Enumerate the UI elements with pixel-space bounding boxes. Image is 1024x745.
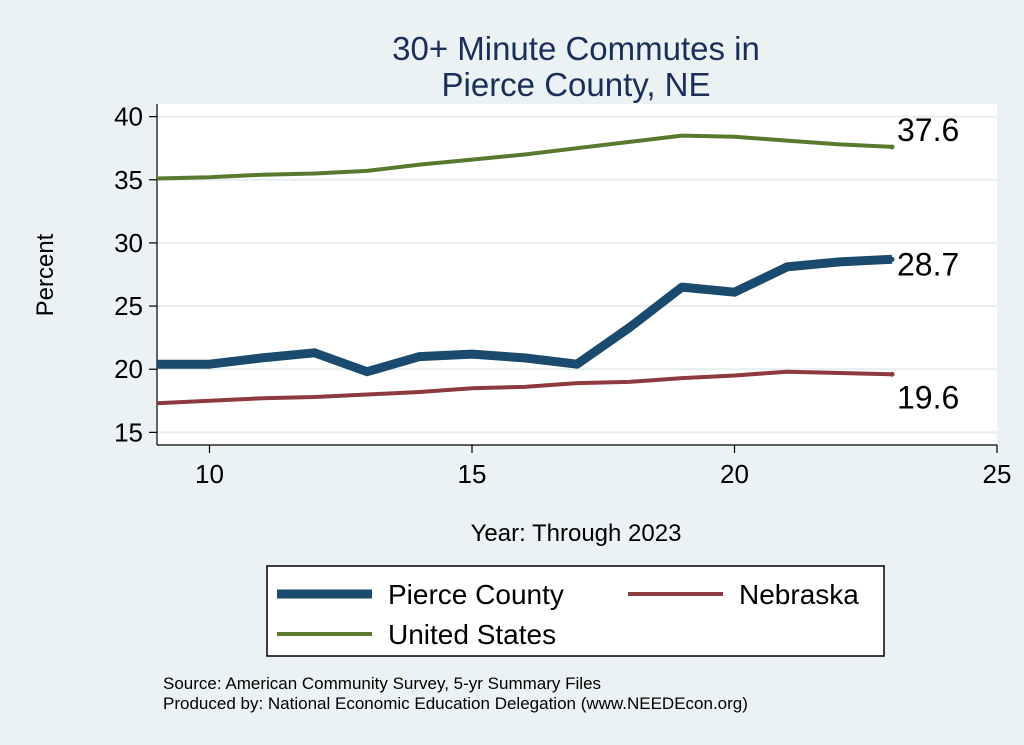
chart-title: 30+ Minute Commutes in Pierce County, NE	[392, 30, 760, 103]
chart-title-line-1: 30+ Minute Commutes in	[392, 30, 760, 67]
series-endpoint	[889, 371, 895, 377]
x-tick-label: 20	[720, 459, 749, 489]
end-labels: 19.6 37.6 28.7	[897, 112, 959, 415]
end-label: 28.7	[897, 246, 959, 282]
series-lines	[156, 133, 895, 406]
legend-label: Pierce County	[388, 579, 564, 610]
legend-box	[266, 565, 885, 657]
x-axis-label: Year: Through 2023	[471, 520, 682, 547]
axes	[149, 104, 998, 453]
produced-by-note: Produced by: National Economic Education…	[163, 694, 748, 713]
gridlines	[157, 115, 997, 434]
y-tick-label: 15	[114, 417, 143, 447]
legend-label: United States	[388, 619, 556, 650]
y-tick-label: 20	[114, 354, 143, 384]
source-note: Source: American Community Survey, 5-yr …	[163, 674, 601, 693]
series-endpoint	[889, 144, 895, 150]
series-endpoint	[889, 256, 895, 262]
chart-title-line-2: Pierce County, NE	[442, 66, 711, 103]
y-axis-label: Percent	[32, 233, 59, 316]
y-tick-label: 35	[114, 165, 143, 195]
series-line-pierce-county	[157, 254, 893, 377]
end-label: 37.6	[897, 112, 959, 148]
y-tick-label: 40	[114, 102, 143, 132]
tick-labels: 15 20 25 30 35 40 10 15 20 25	[114, 102, 1011, 489]
x-tick-label: 10	[195, 459, 224, 489]
x-tick-label: 25	[983, 459, 1012, 489]
legend-label: Nebraska	[739, 579, 859, 610]
legend: Pierce County Nebraska United States	[266, 565, 885, 657]
series-line-united-states	[156, 133, 893, 181]
y-tick-label: 25	[114, 291, 143, 321]
end-label: 19.6	[897, 379, 959, 415]
y-tick-label: 30	[114, 228, 143, 258]
x-tick-label: 15	[458, 459, 487, 489]
plot-area	[157, 104, 997, 445]
series-line-nebraska	[156, 369, 893, 406]
